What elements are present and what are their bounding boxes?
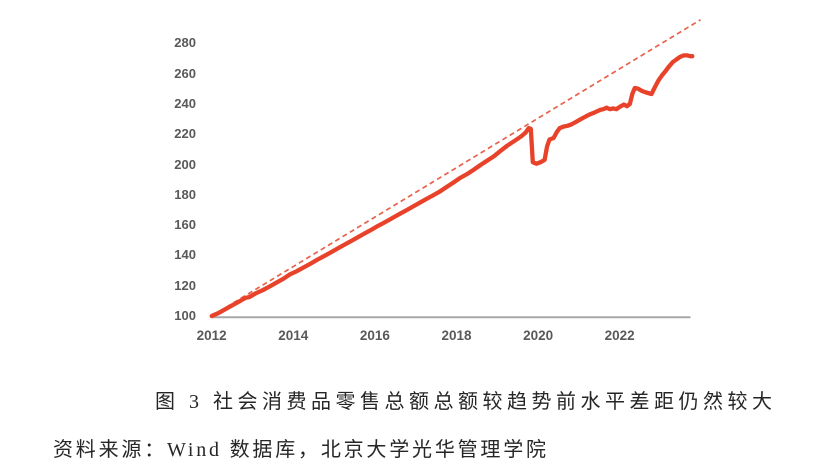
trend-dashed-line bbox=[211, 19, 701, 317]
x-axis-tick-label: 2018 bbox=[441, 328, 472, 343]
y-axis-tick-label: 180 bbox=[174, 186, 196, 202]
y-axis-tick-label: 120 bbox=[174, 277, 196, 293]
y-axis-tick-label: 220 bbox=[174, 126, 196, 142]
y-axis-tick-label: 140 bbox=[174, 247, 196, 263]
actual-solid-line bbox=[209, 53, 695, 319]
y-axis-tick-label: 280 bbox=[174, 35, 196, 51]
x-axis-tick-label: 2016 bbox=[359, 328, 390, 343]
y-axis-tick-label: 100 bbox=[174, 308, 196, 323]
x-axis-tick-label: 2022 bbox=[604, 328, 635, 343]
y-axis-tick-label: 260 bbox=[174, 65, 196, 81]
y-axis-tick-label: 200 bbox=[174, 156, 196, 172]
x-axis-tick-label: 2020 bbox=[523, 328, 554, 343]
x-axis-tick-label: 2014 bbox=[278, 328, 309, 343]
x-axis-tick-label: 2012 bbox=[196, 328, 227, 343]
chart-canvas bbox=[209, 19, 701, 319]
y-axis-tick-label: 240 bbox=[174, 95, 196, 111]
retail-sales-chart: 100 120 140 160 180 200 220 240 260 280 2012 2014 2… bbox=[174, 19, 701, 343]
y-axis-tick-label: 160 bbox=[174, 217, 196, 233]
figure-source: 资料来源：Wind 数据库，北京大学光华管理学院 bbox=[53, 439, 549, 461]
figure-caption: 图 3 社会消费品零售总额总额较趋势前水平差距仍然较大 bbox=[155, 391, 777, 413]
